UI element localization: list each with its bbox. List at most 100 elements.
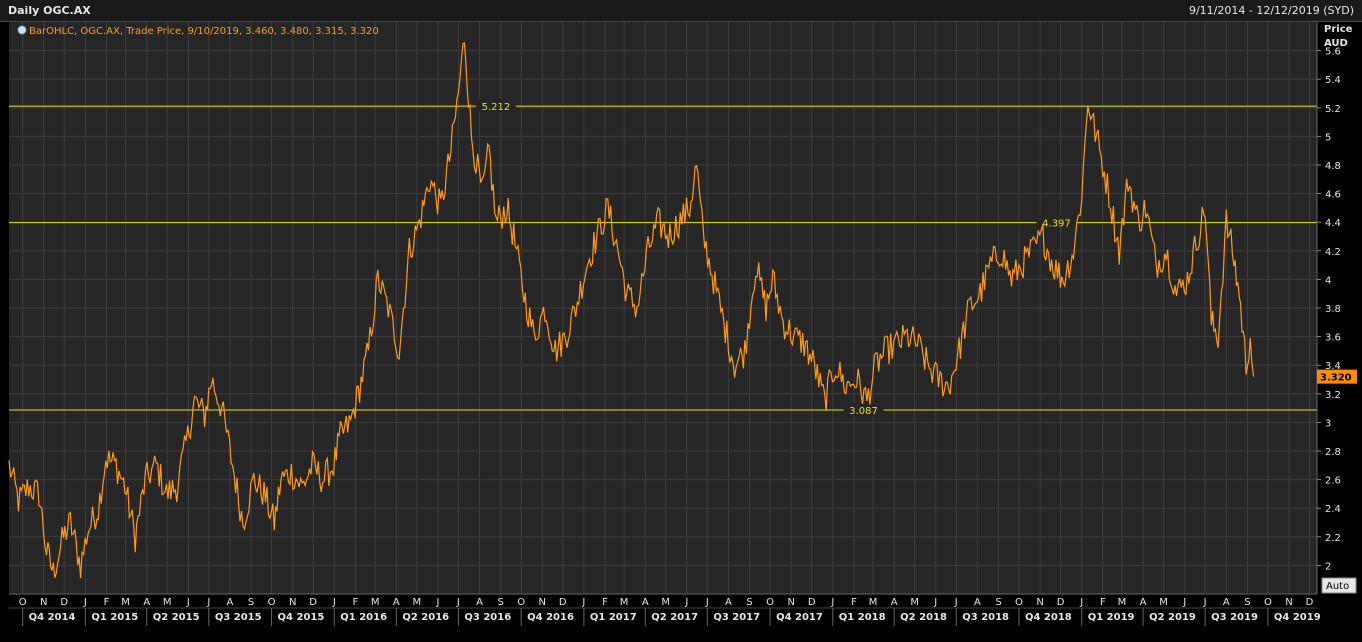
legend: BarOHLC, OGC.AX, Trade Price, 9/10/2019,… [17,25,379,37]
y-tick-label: 3.6 [1325,333,1341,344]
y-axis: Price AUD 2 2.2 2.4 2.6 2.8 3 3.2 3.4 3.6 3.8 4 4.2… [1316,22,1362,594]
window-title: Daily OGC.AX [8,4,91,17]
month-tick-label: J [954,597,958,608]
month-tick-label: A [476,597,483,608]
hline-label-background [1036,215,1077,229]
hline-label-background [475,99,516,113]
quarter-label: Q2 2018 [900,612,947,623]
last-price-badge: 3.320 [1317,369,1357,384]
month-tick-label: M [620,597,629,608]
quarter-label: Q2 2017 [651,612,698,623]
quarter-label: Q4 2019 [1274,612,1321,623]
month-tick-label: J [1079,597,1083,608]
horizontal-lines: 5.212 4.397 3.087 [9,99,1317,417]
month-tick-label: A [393,597,400,608]
month-tick-label: A [725,597,732,608]
quarter-label: Q4 2017 [776,612,823,623]
month-tick-label: O [19,597,27,608]
month-tick-label: O [766,597,774,608]
quarter-label: Q3 2019 [1211,612,1258,623]
month-tick-label: J [186,597,190,608]
x-axis-background [0,594,1362,642]
month-tick-label: M [121,597,130,608]
month-tick-label: J [933,597,937,608]
month-tick-label: D [60,597,68,608]
month-tick-label: D [808,597,816,608]
month-tick-label: M [661,597,670,608]
circle-icon [17,25,27,35]
auto-button-label: Auto [1326,581,1349,592]
y-tick-label: 5.4 [1325,75,1341,86]
month-tick-label: A [227,597,234,608]
y-tick-label: 4.8 [1325,161,1341,172]
month-tick-label: O [268,597,276,608]
quarter-label: Q4 2018 [1025,612,1072,623]
month-tick-label: S [498,597,504,608]
quarter-label: Q3 2016 [464,612,511,623]
y-tick-label: 5 [1325,132,1331,143]
last-price-label: 3.320 [1320,373,1352,384]
y-tick-label: 2 [1325,561,1331,572]
quarter-label: Q1 2016 [340,612,387,623]
price-chart[interactable]: 5.212 4.397 3.087 Price AUD 2 2.2 2.4 2.6 2.8 3… [0,22,1362,642]
month-tick-label: M [869,597,878,608]
month-tick-label: M [412,597,421,608]
y-tick-label: 2.4 [1325,504,1341,515]
month-tick-label: D [309,597,317,608]
month-tick-label: F [851,597,857,608]
month-tick-label: J [684,597,688,608]
y-axis-unit: AUD [1324,38,1348,49]
legend-text: BarOHLC, OGC.AX, Trade Price, 9/10/2019,… [29,26,379,37]
y-tick-label: 2.2 [1325,533,1341,544]
y-tick-label: 5.2 [1325,104,1341,115]
hline-label: 4.397 [1042,219,1071,230]
quarter-label: Q1 2015 [91,612,138,623]
quarter-label: Q4 2014 [29,612,76,623]
y-tick-label: 4 [1325,275,1331,286]
hline-label: 5.212 [482,102,511,113]
quarter-label: Q1 2017 [590,612,637,623]
month-tick-label: N [40,597,47,608]
month-tick-label: M [163,597,172,608]
month-tick-label: O [517,597,525,608]
quarter-label: Q3 2017 [713,612,760,623]
month-tick-label: J [332,597,336,608]
month-tick-label: D [559,597,567,608]
price-series-line [8,42,1255,579]
month-tick-label: F [1100,597,1106,608]
grid [9,22,1317,594]
month-tick-label: A [1140,597,1147,608]
quarter-label: Q2 2019 [1149,612,1196,623]
month-tick-label: N [539,597,546,608]
month-tick-label: J [206,597,210,608]
hline-label-background [843,402,884,416]
y-tick-label: 4.2 [1325,247,1341,258]
month-tick-label: O [1015,597,1023,608]
month-tick-label: J [830,597,834,608]
month-tick-label: F [104,597,110,608]
month-tick-label: S [1244,597,1250,608]
y-axis-title: Price [1324,24,1353,35]
y-tick-label: 4.4 [1325,218,1341,229]
y-tick-label: 2.8 [1325,447,1341,458]
month-tick-label: S [995,597,1001,608]
y-tick-label: 3.4 [1325,361,1341,372]
month-tick-label: A [642,597,649,608]
month-tick-label: M [1118,597,1127,608]
month-tick-label: J [83,597,87,608]
quarter-label: Q1 2019 [1088,612,1135,623]
auto-button[interactable]: Auto [1321,577,1357,594]
quarter-label: Q3 2018 [962,612,1009,623]
month-tick-label: M [1159,597,1168,608]
month-tick-label: J [1203,597,1207,608]
quarter-label: Q2 2016 [402,612,449,623]
month-tick-label: N [1285,597,1292,608]
y-tick-label: 4.6 [1325,190,1341,201]
month-tick-label: S [746,597,752,608]
month-tick-label: F [602,597,608,608]
month-tick-label: J [435,597,439,608]
month-tick-label: O [1264,597,1272,608]
month-tick-label: A [1223,597,1230,608]
